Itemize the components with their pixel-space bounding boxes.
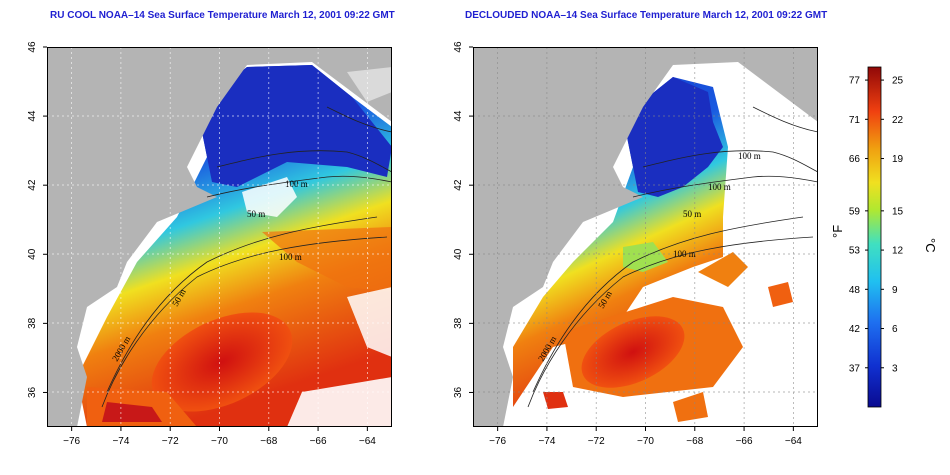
colorbar-fahrenheit-label: 77	[849, 76, 861, 87]
colorbar-fahrenheit-label: 71	[849, 115, 861, 126]
y-tick-label: 44	[27, 110, 38, 122]
right-map-title: DECLOUDED NOAA–14 Sea Surface Temperatur…	[465, 10, 828, 21]
contour-label: 100 m	[285, 179, 308, 189]
y-tick-label: 40	[453, 248, 464, 260]
y-tick-label: 36	[453, 386, 464, 398]
declouded-sst-map-image: 100 m 100 m 100 m 50 m 2000 m 50 m	[473, 47, 818, 427]
colorbar-celsius-label: 6	[892, 324, 898, 335]
colorbar-fahrenheit-label: 66	[849, 154, 861, 165]
x-tick-label: −74	[112, 436, 129, 447]
colorbar-celsius-label: 15	[892, 206, 904, 217]
y-tick-label: 36	[27, 386, 38, 398]
x-tick-label: −64	[785, 436, 802, 447]
colorbar-celsius-label: 3	[892, 363, 898, 374]
colorbar-fahrenheit-unit: °F	[830, 225, 845, 238]
y-tick-label: 38	[453, 317, 464, 329]
colorbar-celsius-label: 22	[892, 115, 904, 126]
y-tick-label: 46	[27, 41, 38, 53]
y-tick-label: 42	[27, 179, 38, 191]
x-tick-label: −64	[359, 436, 376, 447]
x-tick-label: −74	[538, 436, 555, 447]
colorbar-fahrenheit-label: 48	[849, 285, 861, 296]
contour-label: 100 m	[279, 252, 302, 262]
x-tick-label: −70	[211, 436, 228, 447]
y-tick-label: 38	[27, 317, 38, 329]
y-tick-label: 46	[453, 41, 464, 53]
x-tick-label: −68	[686, 436, 703, 447]
contour-label: 100 m	[708, 182, 731, 192]
x-tick-label: −76	[63, 436, 80, 447]
raw-sst-map-image: 100 m 50 m 100 m 50 m 2000 m	[47, 47, 392, 427]
colorbar-celsius-unit: °C	[923, 238, 938, 253]
colorbar-fahrenheit-label: 42	[849, 324, 861, 335]
colorbar-celsius-label: 25	[892, 76, 904, 87]
left-map-title: RU COOL NOAA–14 Sea Surface Temperature …	[50, 10, 395, 21]
x-tick-label: −66	[310, 436, 327, 447]
x-tick-label: −68	[260, 436, 277, 447]
raw-sst-map: 100 m 50 m 100 m 50 m 2000 m	[47, 47, 392, 427]
x-tick-label: −76	[489, 436, 506, 447]
y-tick-label: 44	[453, 110, 464, 122]
declouded-sst-map: 100 m 100 m 100 m 50 m 2000 m 50 m	[473, 47, 818, 427]
colorbar-fahrenheit-label: 37	[849, 363, 861, 374]
y-tick-label: 42	[453, 179, 464, 191]
y-tick-label: 40	[27, 248, 38, 260]
x-tick-label: −66	[736, 436, 753, 447]
colorbar-celsius-label: 19	[892, 154, 904, 165]
colorbar-fahrenheit-label: 59	[849, 206, 861, 217]
contour-label: 100 m	[738, 151, 761, 161]
contour-label: 50 m	[247, 209, 265, 219]
colorbar	[867, 66, 882, 408]
colorbar-celsius-label: 12	[892, 246, 904, 257]
colorbar-celsius-label: 9	[892, 285, 898, 296]
x-tick-label: −72	[588, 436, 605, 447]
contour-label: 50 m	[683, 209, 701, 219]
x-tick-label: −70	[637, 436, 654, 447]
x-tick-label: −72	[162, 436, 179, 447]
colorbar-fahrenheit-label: 53	[849, 246, 861, 257]
